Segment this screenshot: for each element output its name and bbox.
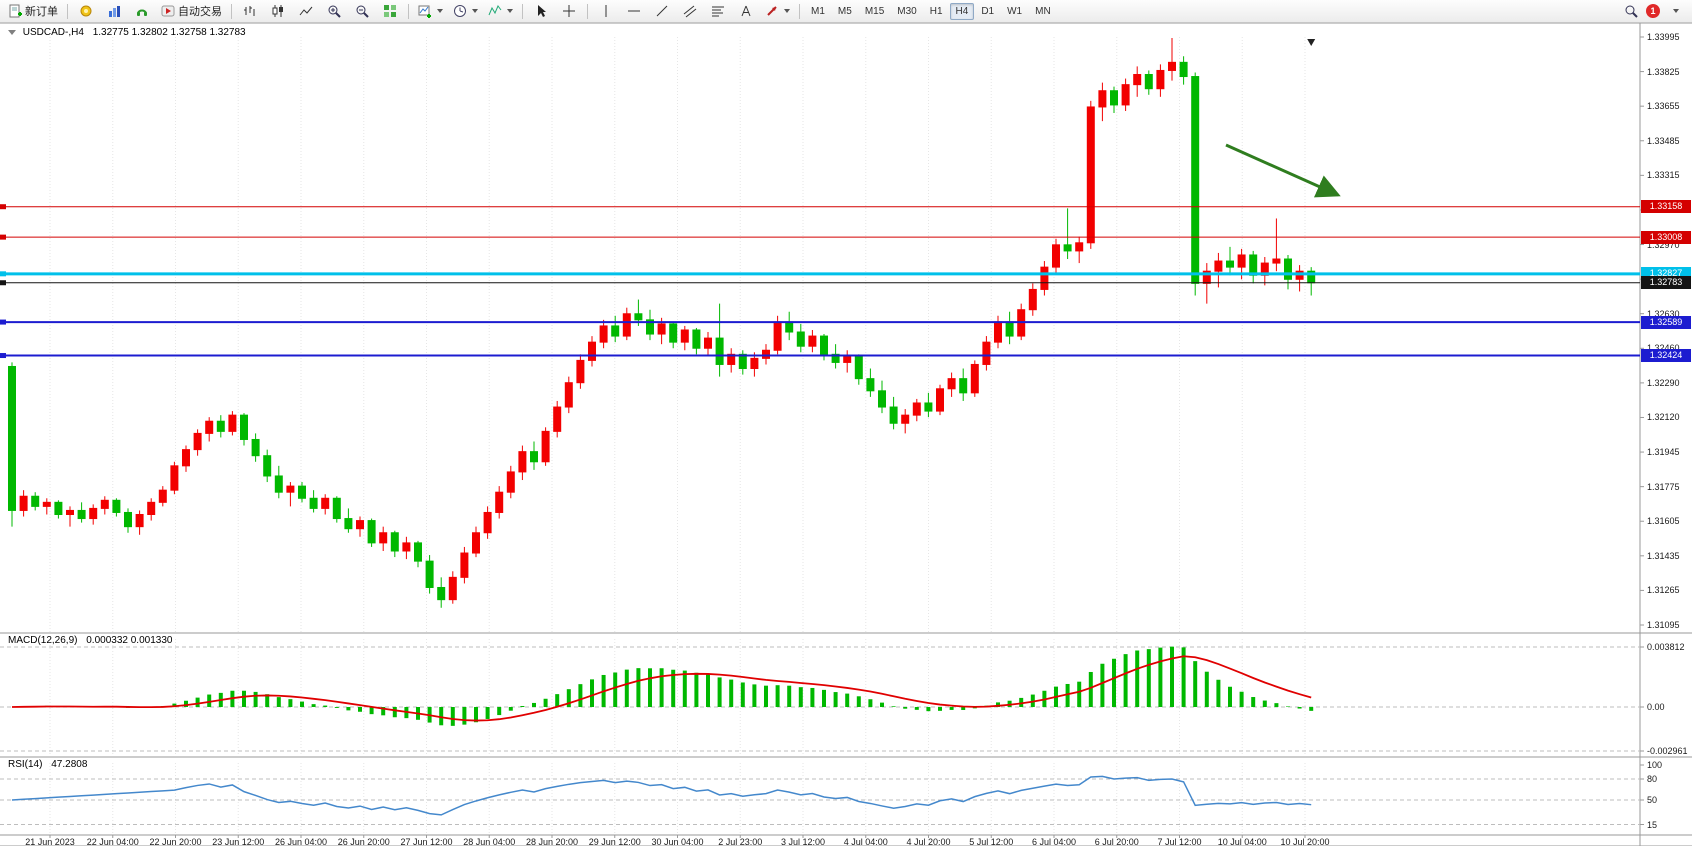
- rsi-value: 47.2808: [51, 759, 88, 770]
- one-click-trading-toggle-icon[interactable]: [8, 29, 16, 35]
- chevron-down-icon: [507, 9, 513, 13]
- macd-values: 0.000332 0.001330: [86, 635, 173, 646]
- new-order-label: 新订单: [25, 6, 58, 18]
- line-chart-icon: [299, 6, 313, 16]
- fibonacci-tool[interactable]: [705, 1, 731, 21]
- clock-icon: [454, 5, 466, 17]
- periods-button[interactable]: [449, 1, 482, 21]
- toolbar-overflow-button[interactable]: [1662, 1, 1688, 21]
- candlestick-chart-icon: [272, 5, 283, 17]
- timeframe-m30[interactable]: M30: [897, 5, 917, 17]
- timeframe-d1[interactable]: D1: [981, 5, 995, 17]
- ohlc-values: 1.32775 1.32802 1.32758 1.32783: [92, 27, 246, 38]
- candlestick-mode-button[interactable]: [265, 1, 291, 21]
- horizontal-line-icon: [628, 10, 640, 12]
- arrow-tool-icon: [767, 6, 777, 16]
- bar-chart-icon: [244, 6, 255, 16]
- rsi-indicator-label: RSI(14): [8, 759, 43, 770]
- timeframe-w1[interactable]: W1: [1007, 5, 1023, 17]
- autotrading-label: 自动交易: [178, 6, 222, 18]
- tile-windows-icon: [384, 5, 396, 17]
- timeframe-m5[interactable]: M5: [837, 5, 852, 17]
- chart-window[interactable]: 1.33158 1.33008 1.32827 1.32783 1.32589 1.324…: [0, 23, 1692, 846]
- separator: [522, 3, 523, 19]
- separator: [67, 3, 68, 19]
- chevron-down-icon: [437, 9, 443, 13]
- autotrading-icon: [161, 5, 175, 17]
- crosshair-icon: [563, 5, 575, 17]
- navigator-button[interactable]: [101, 1, 127, 21]
- fibonacci-icon: [712, 6, 724, 17]
- vertical-line-tool[interactable]: [593, 1, 619, 21]
- autotrading-button[interactable]: 自动交易: [157, 1, 226, 21]
- new-order-icon: [9, 4, 22, 18]
- timeframe-group: M1 M5 M15 M30 H1 H4 D1 W1 MN: [805, 2, 1057, 20]
- new-chart-button[interactable]: [414, 1, 447, 21]
- support-button[interactable]: [129, 1, 155, 21]
- separator: [799, 3, 800, 19]
- text-tool[interactable]: [733, 1, 759, 21]
- chevron-down-icon: [472, 9, 478, 13]
- zoom-out-icon: [356, 5, 369, 18]
- zoom-out-button[interactable]: [349, 1, 375, 21]
- headset-icon: [137, 9, 147, 16]
- macd-label-row: MACD(12,26,9) 0.000332 0.001330: [8, 635, 172, 646]
- channel-icon: [683, 5, 697, 18]
- indicators-button[interactable]: [484, 1, 517, 21]
- chart-title-row: USDCAD-,H4 1.32775 1.32802 1.32758 1.327…: [8, 27, 246, 38]
- timeframe-h1[interactable]: H1: [929, 5, 943, 17]
- chevron-down-icon: [1673, 9, 1679, 13]
- timeframe-mn[interactable]: MN: [1035, 5, 1051, 17]
- indicators-icon: [488, 5, 502, 16]
- bar-chart-mode-button[interactable]: [237, 1, 263, 21]
- trendline-tool[interactable]: [649, 1, 675, 21]
- search-icon: [1625, 5, 1638, 18]
- market-watch-button[interactable]: [73, 1, 99, 21]
- separator: [587, 3, 588, 19]
- chevron-down-icon: [784, 9, 790, 13]
- tile-windows-button[interactable]: [377, 1, 403, 21]
- cursor-icon: [538, 5, 546, 17]
- symbol-period-label: USDCAD-,H4: [22, 27, 84, 38]
- timeframe-m1[interactable]: M1: [811, 5, 825, 17]
- rsi-label-row: RSI(14) 47.2808: [8, 759, 87, 770]
- macd-indicator-label: MACD(12,26,9): [8, 635, 78, 646]
- chart-canvas[interactable]: [0, 23, 1692, 846]
- timeframe-m15[interactable]: M15: [864, 5, 885, 17]
- notification-badge[interactable]: 1: [1646, 4, 1660, 18]
- new-order-button[interactable]: 新订单: [4, 1, 62, 21]
- arrow-tool[interactable]: [761, 1, 794, 21]
- trendline-icon: [656, 5, 668, 17]
- navigator-icon: [109, 6, 120, 17]
- zoom-in-button[interactable]: [321, 1, 347, 21]
- vertical-line-icon: [605, 5, 607, 17]
- channel-tool[interactable]: [677, 1, 703, 21]
- zoom-in-icon: [328, 5, 341, 18]
- crosshair-button[interactable]: [556, 1, 582, 21]
- market-watch-icon: [80, 5, 92, 17]
- timeframe-h4[interactable]: H4: [949, 2, 975, 20]
- text-tool-icon: [741, 5, 751, 17]
- separator: [408, 3, 409, 19]
- search-button[interactable]: [1618, 1, 1644, 21]
- horizontal-line-tool[interactable]: [621, 1, 647, 21]
- cursor-button[interactable]: [528, 1, 554, 21]
- toolbar: 新订单 自动交易: [0, 0, 1692, 23]
- line-chart-mode-button[interactable]: [293, 1, 319, 21]
- new-chart-icon: [418, 5, 431, 18]
- separator: [231, 3, 232, 19]
